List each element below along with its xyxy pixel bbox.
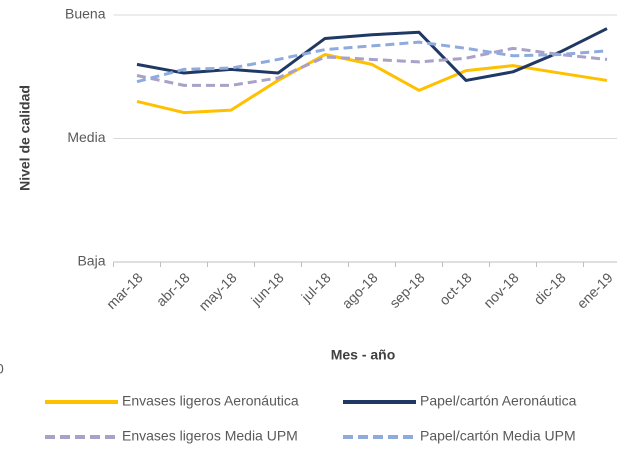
series-line	[136, 46, 608, 87]
x-tick-label: ene-19	[574, 269, 616, 311]
x-tick-label: oct-18	[436, 269, 475, 308]
annotation: 0	[0, 361, 4, 377]
y-tick-label: Baja	[77, 253, 105, 269]
series-line	[136, 27, 608, 82]
x-axis-label: Mes - año	[331, 347, 396, 363]
x-tick-label: sep-18	[386, 269, 428, 311]
legend-label: Envases ligeros Aeronáutica	[122, 393, 299, 409]
series-line	[136, 40, 608, 84]
x-tick-label: jul-18	[298, 269, 334, 305]
x-tick-label: mar-18	[103, 269, 146, 312]
x-tick-label: abr-18	[153, 269, 193, 309]
x-tick-label: dic-18	[530, 269, 568, 307]
x-tick-label: nov-18	[480, 269, 522, 311]
y-axis-label: Nivel de calidad	[17, 85, 33, 191]
x-tick-label: jun-18	[247, 269, 287, 309]
x-tick-label: may-18	[195, 269, 239, 313]
x-tick-label: ago-18	[339, 269, 381, 311]
legend-label: Envases ligeros Media UPM	[122, 428, 298, 444]
series-line	[136, 53, 608, 115]
legend-label: Papel/cartón Media UPM	[420, 428, 576, 444]
y-tick-label: Media	[67, 129, 105, 145]
y-tick-label: Buena	[65, 6, 106, 22]
legend-label: Papel/cartón Aeronáutica	[420, 393, 577, 409]
